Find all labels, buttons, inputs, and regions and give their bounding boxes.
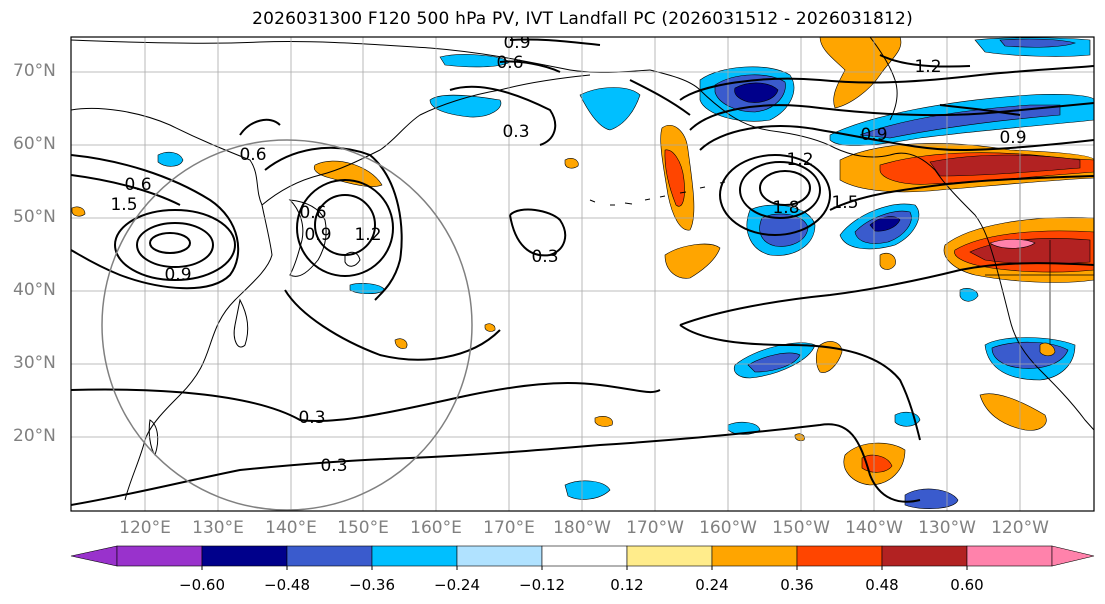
colorbar-label: −0.48 [264, 576, 310, 594]
lon-label: 150°W [772, 518, 830, 538]
contour-label: 0.9 [860, 125, 887, 145]
radius-circle [101, 139, 473, 511]
lon-label: 140°E [265, 518, 317, 538]
lat-label: 30°N [13, 353, 56, 373]
contour-label: 0.9 [304, 225, 331, 245]
colorbar-label: −0.12 [519, 576, 565, 594]
colorbar-label: 0.48 [865, 576, 899, 594]
map-title: 2026031300 F120 500 hPa PV, IVT Landfall… [252, 9, 913, 29]
contour-label: 0.3 [502, 122, 529, 142]
contour-label: 0.6 [496, 53, 523, 73]
colorbar-label: 0.24 [695, 576, 729, 594]
lon-label: 140°W [845, 518, 903, 538]
lon-label: 170°W [626, 518, 684, 538]
lat-label: 20°N [13, 426, 56, 446]
lon-label: 130°W [918, 518, 976, 538]
contour-label: 0.9 [503, 33, 530, 53]
lon-label: 150°E [337, 518, 389, 538]
contour-label: 0.9 [164, 265, 191, 285]
lat-label: 70°N [13, 61, 56, 81]
contour-label: 0.3 [298, 408, 325, 428]
contour-label: 0.6 [239, 145, 266, 165]
contour-label: 1.2 [914, 57, 941, 77]
lon-label: 120°E [119, 518, 171, 538]
contour-label: 1.5 [831, 193, 858, 213]
contour-labels: 0.9 0.6 0.6 0.3 1.2 0.9 0.9 1.2 1.8 1.5 … [110, 33, 1026, 476]
contour-label: 1.2 [786, 150, 813, 170]
colorbar-label: −0.60 [179, 576, 225, 594]
lat-label: 40°N [13, 280, 56, 300]
lon-label: 130°E [192, 518, 244, 538]
contour-label: 1.2 [354, 225, 381, 245]
lon-label: 160°E [410, 518, 462, 538]
contour-label: 0.3 [531, 247, 558, 267]
colorbar-label: 0.12 [610, 576, 644, 594]
contour-label: 0.3 [320, 456, 347, 476]
contour-label: 1.5 [110, 195, 137, 215]
lat-label: 60°N [13, 134, 56, 154]
lat-label: 50°N [13, 207, 56, 227]
contour-label: 0.6 [299, 203, 326, 223]
lon-label: 180°W [553, 518, 611, 538]
pv-contours [71, 38, 1094, 506]
coastlines [71, 37, 1094, 501]
colorbar-label: −0.24 [434, 576, 480, 594]
colorbar-label: −0.36 [349, 576, 395, 594]
colorbar [70, 545, 1095, 570]
anomaly-shading [71, 37, 1094, 509]
colorbar-label: 0.36 [780, 576, 814, 594]
colorbar-label: 0.60 [950, 576, 984, 594]
lon-label: 120°W [991, 518, 1049, 538]
contour-label: 0.6 [124, 175, 151, 195]
lon-label: 160°W [699, 518, 757, 538]
contour-label: 0.9 [999, 128, 1026, 148]
map-frame [70, 36, 1095, 512]
lon-label: 170°E [483, 518, 535, 538]
contour-label: 1.8 [772, 198, 799, 218]
